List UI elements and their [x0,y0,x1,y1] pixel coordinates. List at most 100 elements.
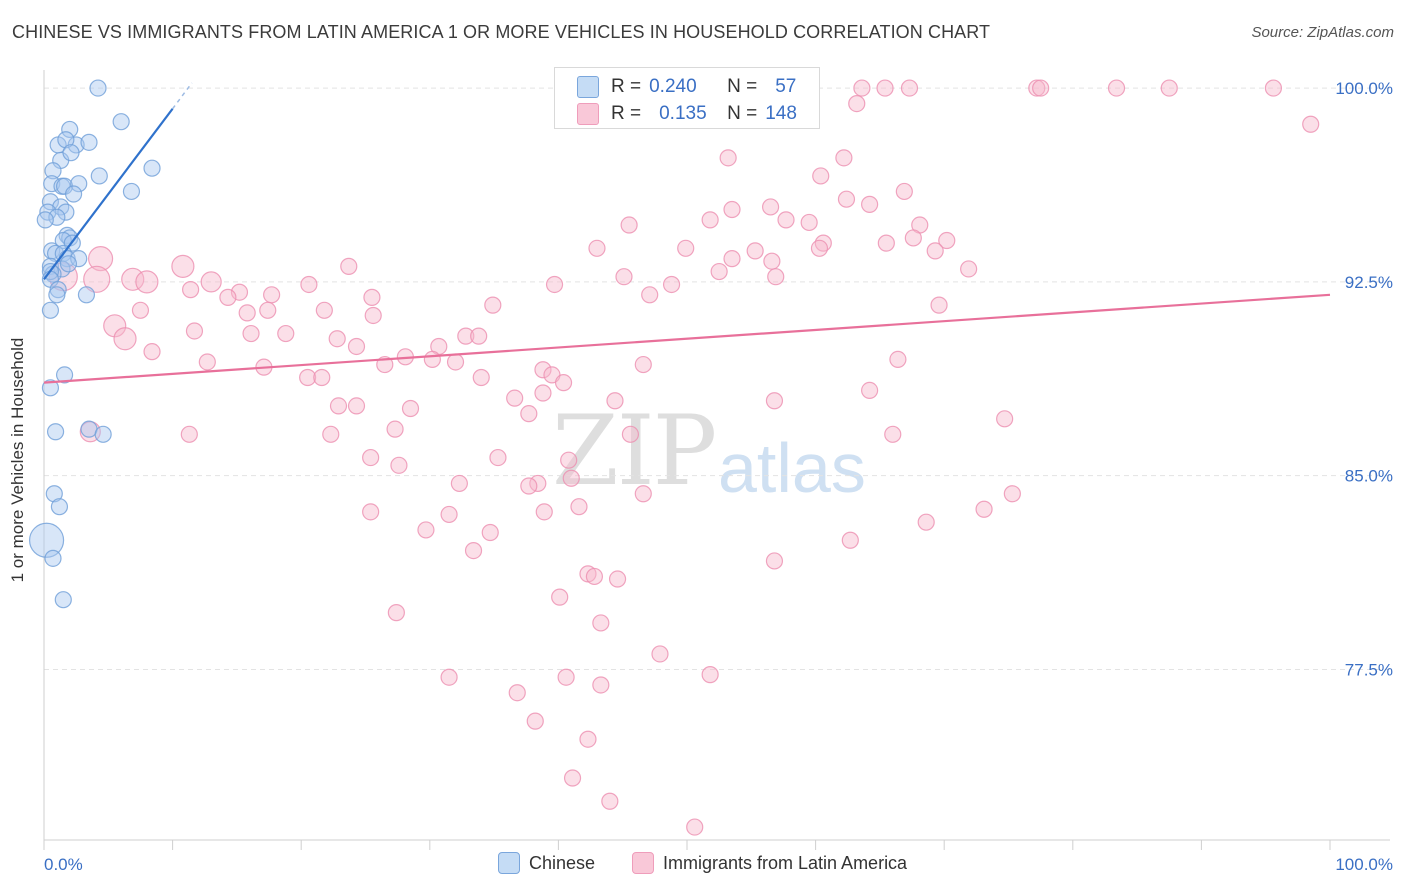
latin-point [440,505,458,524]
latin-point [585,567,604,586]
chinese-point [70,175,88,193]
chinese-point [122,182,141,201]
chinese-point [48,286,66,304]
latin-point [386,420,404,438]
latin-point [1264,79,1283,97]
y-tick-label: 92.5% [1345,273,1393,292]
latin-point [534,384,552,402]
latin-point [135,270,159,294]
chinese-point [64,185,83,203]
latin-point [131,301,150,319]
chinese-point [45,485,63,503]
latin-point [143,343,161,361]
stats-row-latin: R = 0.135 N = 148 [577,101,797,127]
latin-point [904,229,922,247]
latin-point [746,242,764,260]
latin-point [259,301,277,319]
latin-r-value: 0.135 [659,103,707,124]
y-tick-label: 85.0% [1345,467,1393,486]
latin-point [848,94,866,113]
latin-point [620,216,638,234]
latin-point [634,485,652,503]
chinese-point [41,379,60,397]
latin-point [1003,485,1021,503]
latin-point [450,474,468,493]
latin-point [975,500,993,518]
latin-n-value: 148 [765,103,797,124]
latin-point [634,355,652,374]
latin-point [470,327,488,345]
latin-point [562,469,580,487]
chinese-point [44,549,62,567]
latin-point [390,456,408,474]
latin-point [560,451,578,469]
chinese-point [43,175,61,193]
latin-point [877,234,895,252]
chinese-point [54,591,72,609]
n-label: N = [727,103,758,124]
latin-point [641,286,659,304]
chinese-point [28,522,65,558]
chinese-trend-line [43,108,174,280]
latin-point [588,239,606,257]
latin-point [520,405,538,423]
latin-point [601,792,619,810]
latin-point [506,389,524,407]
watermark-zip: ZIP [552,395,717,507]
latin-point [608,570,627,588]
latin-point [763,252,781,270]
latin-point [861,195,879,213]
latin-point [1107,79,1126,97]
chinese-point [41,301,60,319]
latin-point [563,769,582,787]
latin-point [800,213,818,232]
latin-point [861,381,879,400]
latin-point [765,552,784,570]
latin-point [340,257,358,275]
latin-point [960,260,978,278]
latin-point [835,149,853,167]
r-label: R = [611,103,642,124]
legend: Chinese Immigrants from Latin America [0,852,1406,878]
latin-point [701,666,719,684]
chinese-point [50,498,69,516]
chinese-point [57,131,75,149]
latin-point [996,410,1014,428]
latin-point [277,324,295,343]
chinese-point [77,286,96,304]
latin-point [322,425,340,443]
latin-point [347,337,366,356]
latin-point [900,79,919,97]
latin-point [686,818,704,836]
chinese-r-value: 0.240 [649,76,697,97]
latin-point [87,246,114,272]
n-label: N = [727,76,758,97]
chinese-point [94,425,112,443]
chinese-point [46,423,65,441]
latin-point [489,448,507,467]
latin-point [938,231,956,250]
chart-source: Source: ZipAtlas.com [1251,24,1394,41]
latin-point [464,542,483,560]
chinese-point [55,366,74,384]
latin-point [263,286,281,304]
chinese-point [61,120,79,139]
r-label: R = [611,76,642,97]
chinese-point [89,79,107,97]
legend-item-latin: Immigrants from Latin America [632,852,907,874]
latin-point [710,262,728,281]
chinese-point [70,250,88,268]
latin-point [440,668,458,686]
watermark-atlas: atlas [718,429,866,507]
y-tick-label: 100.0% [1335,79,1393,98]
chinese-point [112,113,130,131]
latin-point [472,368,490,387]
latin-point [677,239,695,257]
x-tick-label: 100.0% [1335,855,1393,874]
latin-point [884,425,902,443]
latin-point [761,198,780,216]
latin-point [457,327,475,345]
latin-point [1032,79,1050,97]
latin-point [200,271,222,293]
